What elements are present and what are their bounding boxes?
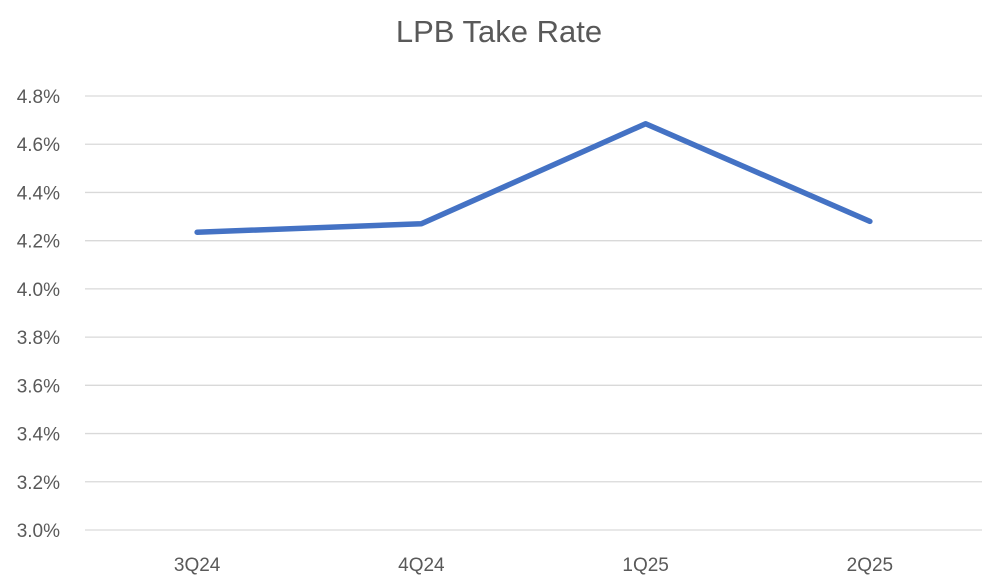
gridlines	[85, 95, 982, 531]
x-axis-ticks: 3Q24 4Q24 1Q25 2Q25	[174, 555, 893, 576]
chart-title: LPB Take Rate	[395, 14, 603, 49]
y-tick-label: 4.0%	[17, 280, 60, 301]
y-tick-label: 3.0%	[17, 521, 60, 542]
series-line	[194, 120, 873, 235]
y-tick-label: 4.4%	[17, 183, 60, 204]
x-tick-label: 1Q25	[622, 555, 668, 576]
y-tick-label: 3.8%	[17, 328, 60, 349]
series-layer	[194, 120, 873, 235]
x-tick-label: 2Q25	[847, 555, 893, 576]
y-tick-label: 4.6%	[17, 135, 60, 156]
y-axis-ticks: 3.0% 3.2% 3.4% 3.6% 3.8% 4.0% 4.2% 4.4% 4.6% 4.8%	[17, 87, 60, 542]
y-tick-label: 3.6%	[17, 376, 60, 397]
y-tick-label: 4.8%	[17, 87, 60, 108]
y-tick-label: 3.2%	[17, 473, 60, 494]
x-tick-label: 3Q24	[174, 555, 221, 576]
y-tick-label: 3.4%	[17, 425, 60, 446]
x-tick-label: 4Q24	[398, 555, 445, 576]
y-tick-label: 4.2%	[17, 232, 60, 253]
